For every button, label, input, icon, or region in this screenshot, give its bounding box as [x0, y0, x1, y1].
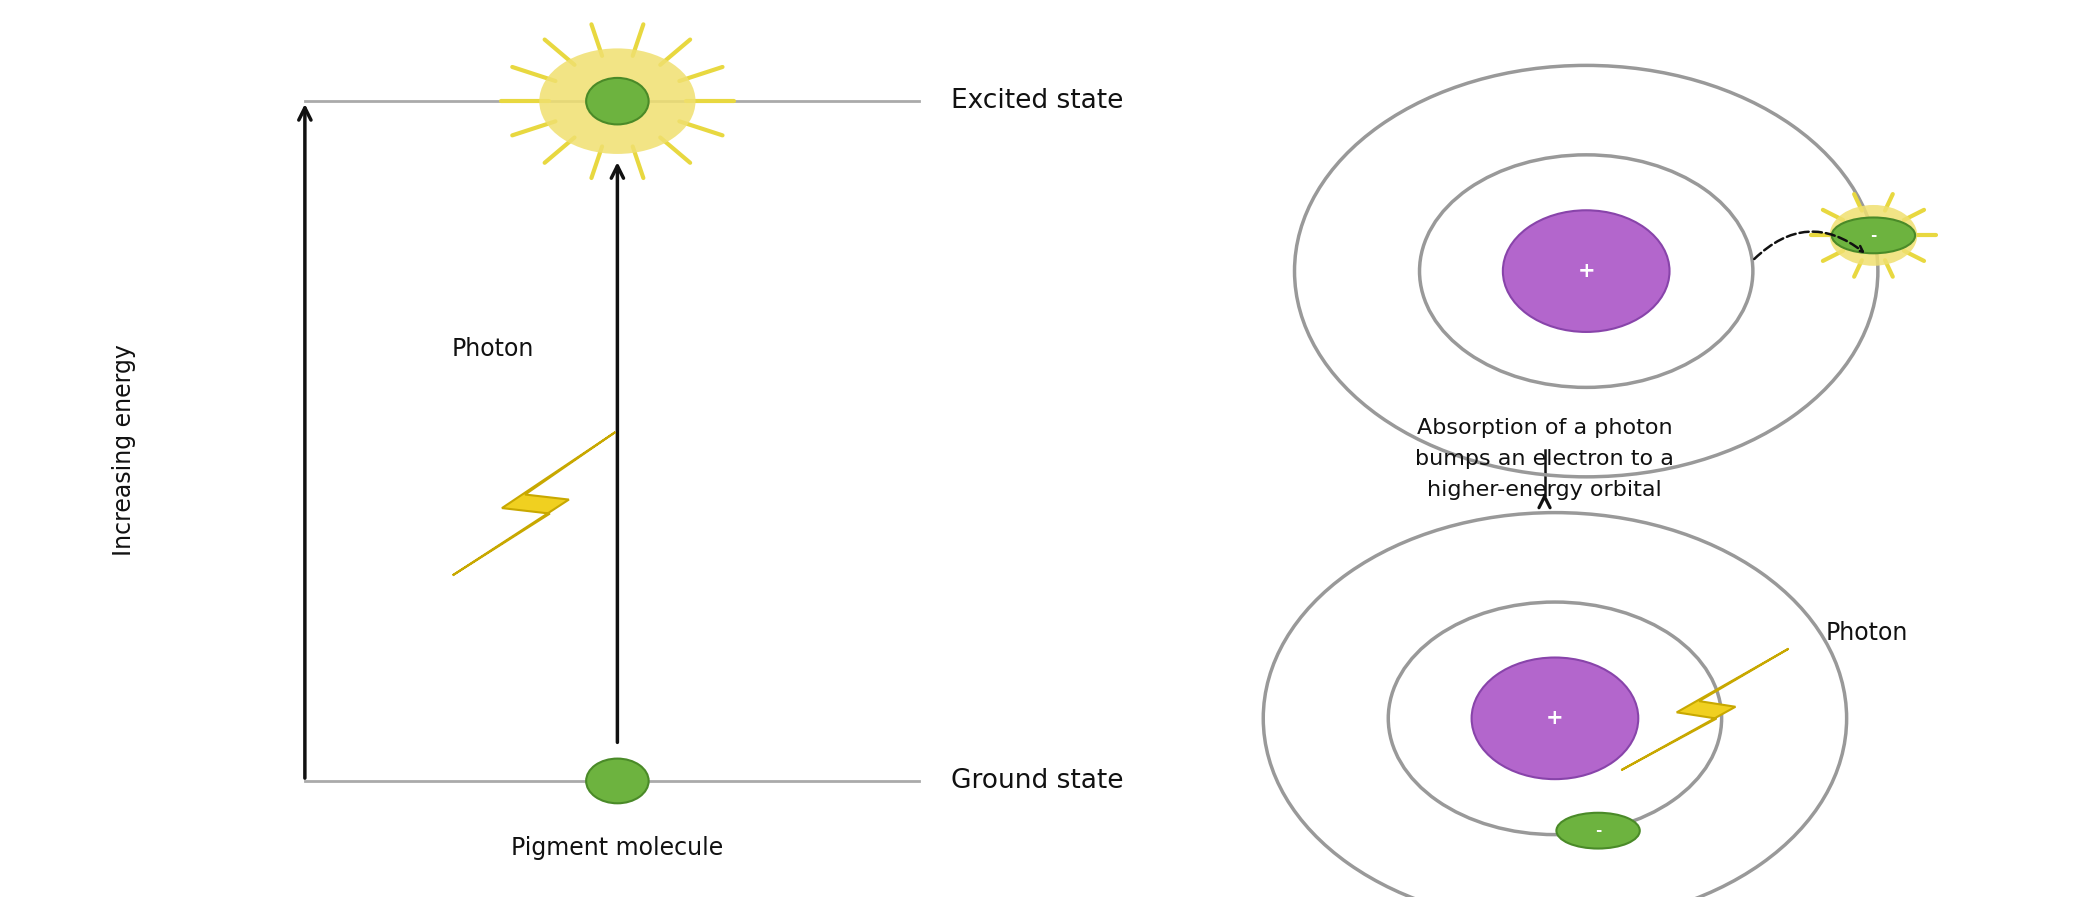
- Text: -: -: [1594, 824, 1602, 838]
- Text: Pigment molecule: Pigment molecule: [512, 836, 723, 860]
- Text: -: -: [1870, 228, 1876, 243]
- Text: Ground state: Ground state: [950, 768, 1124, 794]
- Text: Increasing energy: Increasing energy: [111, 344, 136, 556]
- Ellipse shape: [1471, 658, 1638, 779]
- Text: Photon: Photon: [1826, 621, 1907, 645]
- Text: Absorption of a photon
bumps an electron to a
higher-energy orbital: Absorption of a photon bumps an electron…: [1414, 418, 1673, 500]
- Text: +: +: [1577, 261, 1596, 281]
- Text: +: +: [1546, 708, 1565, 728]
- Circle shape: [1556, 813, 1640, 849]
- Text: Excited state: Excited state: [950, 88, 1124, 114]
- Polygon shape: [453, 432, 616, 575]
- Polygon shape: [1621, 649, 1788, 770]
- Ellipse shape: [1502, 211, 1669, 332]
- Ellipse shape: [587, 78, 650, 124]
- Text: Photon: Photon: [451, 337, 533, 361]
- Ellipse shape: [1830, 205, 1918, 266]
- Circle shape: [1832, 218, 1916, 253]
- Ellipse shape: [587, 759, 650, 804]
- Ellipse shape: [539, 49, 696, 154]
